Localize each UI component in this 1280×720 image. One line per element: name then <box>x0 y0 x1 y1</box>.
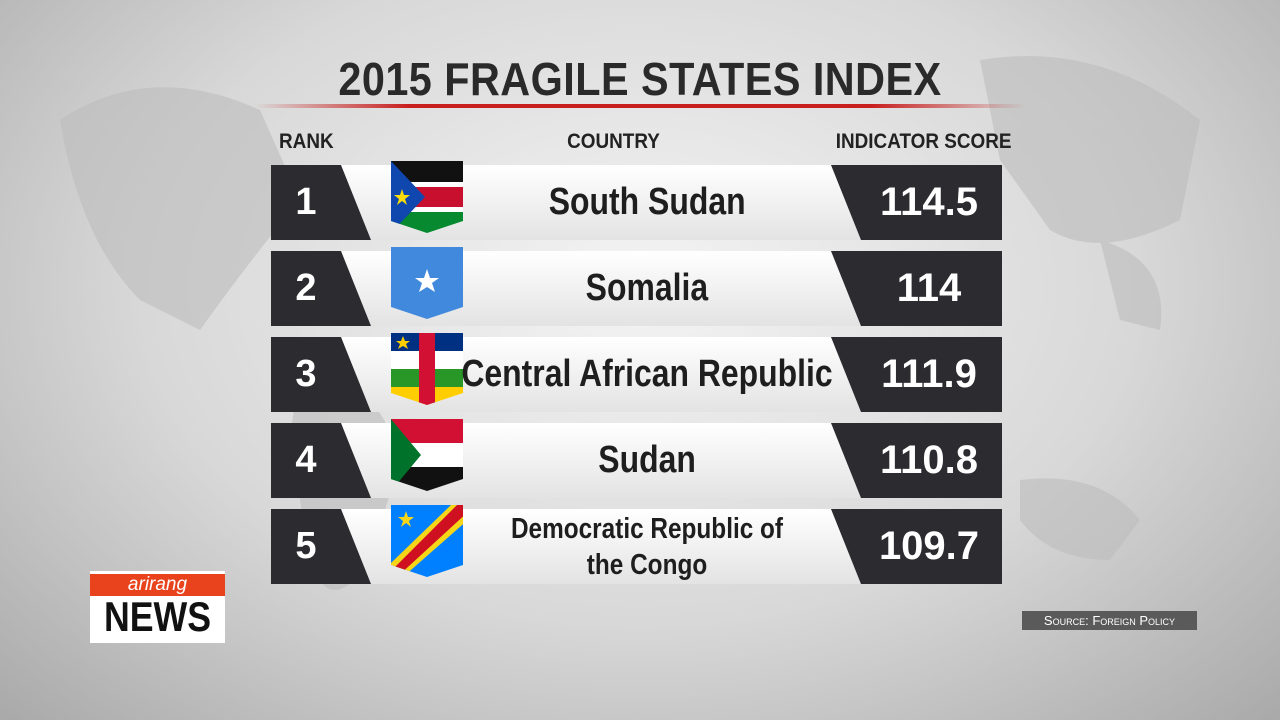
table-row: 3 Central African Republic 111.9 <box>271 333 1002 412</box>
rank: 4 <box>295 439 317 481</box>
logo-name: NEWS <box>103 593 212 640</box>
rank: 2 <box>295 267 317 309</box>
country-name: South Sudan <box>548 181 746 223</box>
rank: 3 <box>295 353 317 395</box>
row-background <box>271 423 1002 498</box>
rank: 5 <box>295 525 317 567</box>
score: 114 <box>896 266 962 310</box>
column-header: RANK <box>279 130 334 153</box>
title: 2015 FRAGILE STATES INDEX <box>338 53 942 105</box>
flag-central-african-republic <box>391 333 463 405</box>
table-row: 2 Somalia 114 <box>271 247 1002 326</box>
score: 114.5 <box>880 180 978 224</box>
logo-brand: arirang <box>90 574 225 596</box>
country: Somalia <box>447 251 847 326</box>
flag-somalia <box>391 247 463 319</box>
table-row: 1 South Sudan 114.5 <box>271 161 1002 240</box>
country-name: Sudan <box>598 439 696 481</box>
row-background <box>271 165 1002 240</box>
country: Central African Republic <box>447 337 847 412</box>
country: Sudan <box>447 423 847 498</box>
score: 109.7 <box>878 524 980 568</box>
score: 111.9 <box>881 352 977 396</box>
score: 110.8 <box>880 438 978 482</box>
title-underline <box>255 104 1025 108</box>
rank: 1 <box>295 181 317 223</box>
flag-dr-congo <box>391 505 463 577</box>
column-header: INDICATOR SCORE <box>835 130 1012 153</box>
flag-sudan <box>391 419 463 491</box>
table-row: 4 Sudan 110.8 <box>271 419 1002 498</box>
source: Source: Foreign Policy <box>1022 611 1197 630</box>
column-header: COUNTRY <box>567 130 660 153</box>
news-logo: arirang NEWS <box>90 571 225 643</box>
country-name: Democratic Republic of the Congo <box>510 512 784 581</box>
table-row: 5 Democratic Republic of the Congo 109.7 <box>271 505 1002 584</box>
country: Democratic Republic of the Congo <box>447 509 847 584</box>
flag-south-sudan <box>391 161 463 233</box>
country: South Sudan <box>447 165 847 240</box>
country-name: Central African Republic <box>461 353 833 395</box>
country-name: Somalia <box>585 267 709 309</box>
